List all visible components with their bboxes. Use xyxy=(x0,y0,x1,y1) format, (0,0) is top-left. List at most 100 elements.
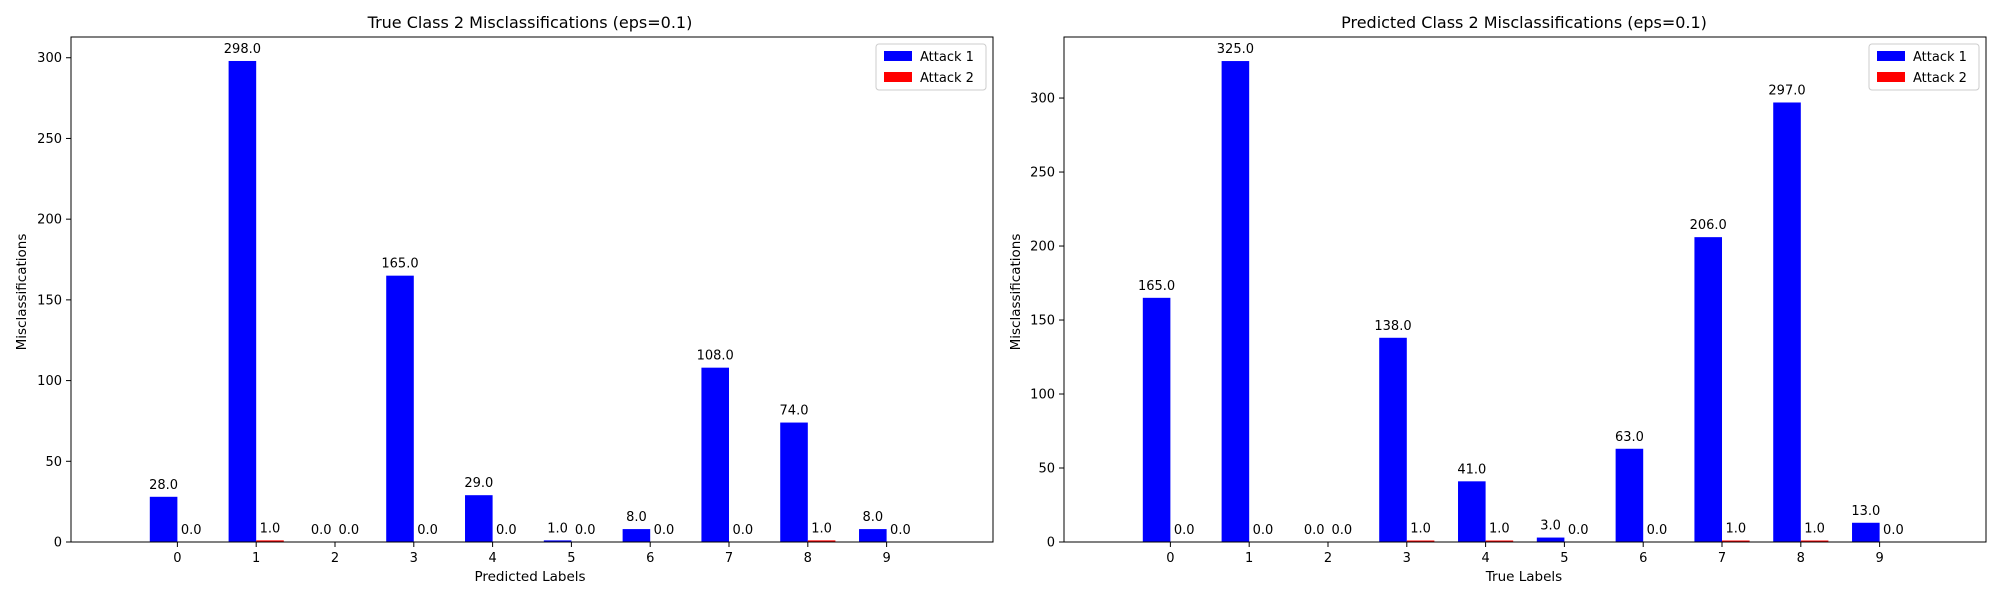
bar-attack-2-7 xyxy=(1722,540,1750,542)
data-label-attack-1-4: 29.0 xyxy=(464,476,493,491)
bar-attack-1-4 xyxy=(465,495,493,542)
x-axis-label: True Labels xyxy=(1485,569,1562,585)
bar-attack-1-1 xyxy=(228,60,257,542)
data-label-attack-1-3: 165.0 xyxy=(381,257,418,272)
y-tick-label: 100 xyxy=(37,374,62,389)
data-label-attack-1-4: 41.0 xyxy=(1457,462,1486,477)
data-label-attack-2-1: 0.0 xyxy=(1253,523,1274,538)
data-label-attack-1-5: 1.0 xyxy=(547,521,568,536)
bar-attack-1-7 xyxy=(701,367,730,542)
legend: Attack 1 Attack 2 xyxy=(1868,43,1980,91)
data-label-attack-2-4: 1.0 xyxy=(1489,522,1510,537)
x-tick-label: 0 xyxy=(173,551,181,566)
legend-swatch-attack-1 xyxy=(1877,51,1905,61)
legend-swatch-attack-1 xyxy=(884,51,912,61)
x-tick-label: 4 xyxy=(488,551,496,566)
x-tick-label: 1 xyxy=(1245,551,1253,566)
bar-attack-1-6 xyxy=(1615,448,1644,542)
data-label-attack-1-8: 74.0 xyxy=(780,404,809,419)
bar-attack-2-3 xyxy=(1406,540,1435,542)
bar-attack-1-3 xyxy=(386,275,414,542)
data-label-attack-2-7: 1.0 xyxy=(1725,522,1746,537)
data-label-attack-1-5: 3.0 xyxy=(1540,519,1561,534)
axes-frame xyxy=(70,36,994,543)
y-tick-label: 150 xyxy=(1030,314,1055,329)
bar-attack-1-0 xyxy=(1142,297,1171,542)
plot-area: 165.0325.00.0138.041.03.063.0206.0297.01… xyxy=(1030,36,1987,566)
x-tick-label: 0 xyxy=(1166,551,1174,566)
legend-label-attack-1: Attack 1 xyxy=(1913,50,1967,65)
bar-attack-1-9 xyxy=(1852,522,1880,542)
data-label-attack-2-2: 0.0 xyxy=(1331,523,1352,538)
x-tick-label: 7 xyxy=(1718,551,1726,566)
x-tick-label: 7 xyxy=(725,551,733,566)
data-label-attack-2-5: 0.0 xyxy=(575,523,596,538)
x-tick-label: 3 xyxy=(1403,551,1411,566)
bar-attack-1-5 xyxy=(1536,537,1565,542)
data-label-attack-2-6: 0.0 xyxy=(654,523,675,538)
legend: Attack 1 Attack 2 xyxy=(875,43,987,91)
data-label-attack-2-3: 1.0 xyxy=(1410,522,1431,537)
chart-title: Predicted Class 2 Misclassifications (ep… xyxy=(1341,13,1707,32)
chart-predicted-class-2: Predicted Class 2 Misclassifications (ep… xyxy=(1008,13,1987,585)
bar-attack-2-8 xyxy=(1800,540,1829,542)
data-label-attack-1-6: 8.0 xyxy=(626,510,647,525)
data-label-attack-2-8: 1.0 xyxy=(1804,522,1825,537)
bar-attack-1-5 xyxy=(543,540,572,542)
bar-attack-1-8 xyxy=(780,422,808,542)
data-label-attack-2-0: 0.0 xyxy=(1174,523,1195,538)
x-tick-label: 1 xyxy=(252,551,260,566)
data-label-attack-2-6: 0.0 xyxy=(1647,523,1668,538)
y-tick-label: 300 xyxy=(1030,92,1055,107)
x-tick-label: 8 xyxy=(1797,551,1805,566)
data-label-attack-2-1: 1.0 xyxy=(260,521,281,536)
plot-area: 28.0 298.0 0.0 165.0 29.0 1.0 8.0 108.0 74.0 8.0 0… xyxy=(37,36,994,566)
y-tick-label: 0 xyxy=(54,536,62,551)
data-label-attack-2-8: 1.0 xyxy=(811,521,832,536)
data-label-attack-1-0: 28.0 xyxy=(149,478,178,493)
y-tick-label: 250 xyxy=(37,132,62,147)
data-label-attack-2-3: 0.0 xyxy=(417,523,438,538)
data-label-attack-1-9: 8.0 xyxy=(862,510,883,525)
legend-label-attack-2: Attack 2 xyxy=(1913,71,1967,86)
x-tick-label: 8 xyxy=(804,551,812,566)
legend-label-attack-2: Attack 2 xyxy=(920,71,974,86)
data-label-attack-1-7: 206.0 xyxy=(1690,218,1727,233)
data-label-attack-1-3: 138.0 xyxy=(1374,319,1411,334)
y-axis-label: Misclassifications xyxy=(14,234,30,351)
x-tick-label: 9 xyxy=(882,551,890,566)
x-tick-label: 2 xyxy=(1324,551,1332,566)
x-tick-label: 4 xyxy=(1481,551,1489,566)
data-label-attack-1-9: 13.0 xyxy=(1851,504,1880,519)
legend-swatch-attack-2 xyxy=(1877,72,1905,82)
y-tick-label: 200 xyxy=(1030,240,1055,255)
y-tick-label: 0 xyxy=(1047,536,1055,551)
bar-attack-2-1 xyxy=(256,540,284,542)
bar-attack-1-3 xyxy=(1379,337,1407,542)
chart-true-class-2: True Class 2 Misclassifications (eps=0.1… xyxy=(14,13,994,585)
bar-attack-1-6 xyxy=(622,529,651,542)
x-tick-label: 9 xyxy=(1875,551,1883,566)
legend-swatch-attack-2 xyxy=(884,72,912,82)
y-tick-label: 50 xyxy=(45,455,62,470)
y-tick-label: 100 xyxy=(1030,388,1055,403)
data-label-attack-2-2: 0.0 xyxy=(338,523,359,538)
bar-attack-1-4 xyxy=(1458,481,1486,542)
axes-frame xyxy=(1063,36,1987,543)
y-tick-label: 150 xyxy=(37,293,62,308)
data-label-attack-1-2: 0.0 xyxy=(311,523,332,538)
bar-attack-1-7 xyxy=(1694,237,1723,542)
data-label-attack-1-1: 325.0 xyxy=(1217,42,1254,57)
bar-attack-2-8 xyxy=(807,540,836,542)
data-label-attack-2-9: 0.0 xyxy=(890,523,911,538)
data-label-attack-1-2: 0.0 xyxy=(1304,523,1325,538)
bar-attack-1-9 xyxy=(859,529,887,542)
y-tick-label: 50 xyxy=(1038,462,1055,477)
y-axis-label: Misclassifications xyxy=(1008,234,1024,351)
x-axis-label: Predicted Labels xyxy=(474,569,585,585)
chart-title: True Class 2 Misclassifications (eps=0.1… xyxy=(367,13,693,32)
x-tick-label: 3 xyxy=(410,551,418,566)
x-tick-label: 5 xyxy=(567,551,575,566)
bar-attack-1-8 xyxy=(1773,102,1801,542)
y-tick-label: 300 xyxy=(37,51,62,66)
